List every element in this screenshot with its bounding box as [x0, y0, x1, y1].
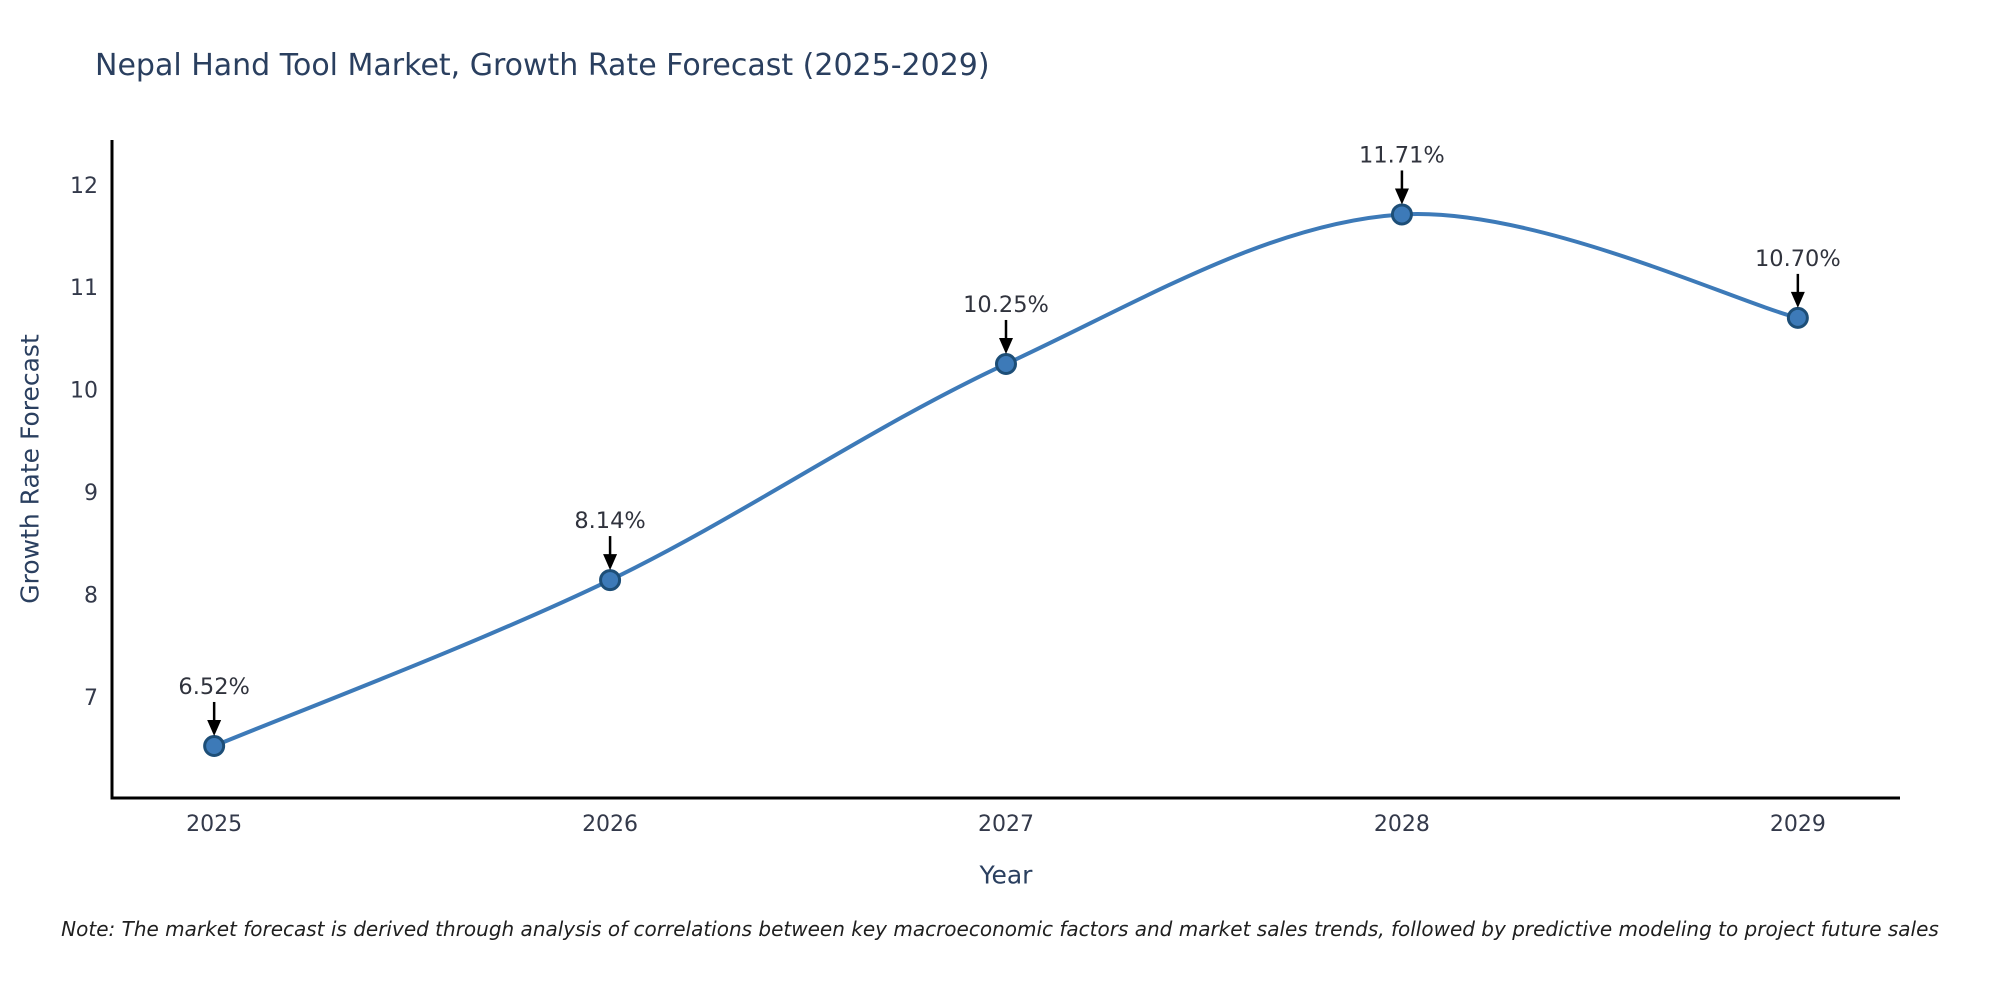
- data-point-marker[interactable]: [203, 734, 226, 757]
- point-annotation: 8.14%: [574, 508, 645, 534]
- annotation-arrow-head: [1394, 188, 1409, 205]
- data-point-marker[interactable]: [995, 352, 1017, 375]
- x-tick-label: 2025: [186, 812, 242, 837]
- annotation-arrow-head: [1790, 291, 1805, 308]
- y-axis-title: Growth Rate Forecast: [15, 334, 45, 604]
- annotation-arrow-head: [999, 337, 1013, 354]
- x-tick-label: 2029: [1770, 812, 1826, 837]
- annotation-arrow-head: [603, 554, 618, 571]
- y-tick-label: 8: [84, 583, 98, 608]
- x-axis-title: Year: [979, 860, 1033, 890]
- y-tick-label: 10: [70, 379, 98, 404]
- y-tick-label: 11: [70, 276, 98, 301]
- y-tick-label: 9: [84, 481, 98, 506]
- data-point-marker[interactable]: [599, 569, 622, 592]
- data-point-marker[interactable]: [1390, 203, 1413, 226]
- x-tick-label: 2027: [978, 812, 1034, 837]
- y-tick-label: 7: [84, 686, 98, 711]
- chart-title: Nepal Hand Tool Market, Growth Rate Fore…: [95, 48, 990, 83]
- point-annotation: 10.25%: [963, 292, 1049, 318]
- x-tick-label: 2028: [1374, 812, 1430, 837]
- point-annotation: 6.52%: [178, 674, 249, 700]
- y-tick-label: 12: [70, 174, 98, 199]
- annotation-arrow-head: [207, 719, 222, 736]
- x-tick-label: 2026: [582, 812, 638, 837]
- point-annotation: 10.70%: [1755, 246, 1841, 272]
- footnote: Note: The market forecast is derived thr…: [61, 917, 1939, 941]
- point-annotation: 11.71%: [1359, 142, 1445, 168]
- data-point-marker[interactable]: [1786, 306, 1809, 329]
